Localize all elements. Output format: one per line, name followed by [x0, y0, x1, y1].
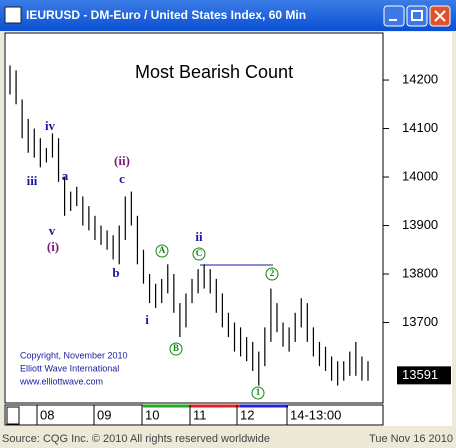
wave-label: A	[159, 245, 166, 255]
y-tick-label: 14200	[402, 71, 438, 86]
wave-label: (i)	[47, 239, 59, 254]
wave-label: a	[62, 168, 69, 183]
wave-circle	[265, 267, 279, 281]
wave-label: v	[49, 223, 56, 238]
copyright-line: Copyright, November 2010	[20, 350, 128, 360]
x-tick-label: 08	[40, 407, 54, 422]
wave-label: C	[196, 248, 203, 258]
wave-circle	[169, 342, 183, 356]
x-tick-label: 10	[145, 407, 159, 422]
window-title: IEURUSD - DM-Euro / United States Index,…	[26, 8, 306, 22]
x-tick-label: 14-13:00	[290, 407, 341, 422]
maximize-button[interactable]	[406, 5, 428, 27]
wave-label: 2	[270, 268, 275, 278]
minimize-button[interactable]	[383, 5, 405, 27]
y-tick-label: 14000	[402, 168, 438, 183]
y-tick-label: 14100	[402, 120, 438, 135]
last-price-box	[397, 366, 451, 385]
wave-label: (ii)	[114, 153, 130, 168]
source-text: Source: CQG Inc. © 2010 All rights reser…	[2, 433, 270, 445]
wave-label: b	[112, 265, 119, 280]
date-text: Tue Nov 16 2010	[369, 433, 453, 445]
y-tick-label: 13700	[402, 314, 438, 329]
y-tick-label: 13900	[402, 217, 438, 232]
wave-label: B	[173, 343, 179, 353]
wave-label: i	[145, 312, 149, 327]
wave-label: ii	[195, 229, 203, 244]
last-price-label: 13591	[402, 367, 438, 382]
wave-circle	[192, 247, 206, 261]
y-tick-label: 13800	[402, 265, 438, 280]
wave-label: c	[119, 171, 125, 186]
copyright-line: Elliott Wave International	[20, 363, 119, 373]
chart-title: Most Bearish Count	[135, 62, 293, 82]
x-tick-label: 12	[240, 407, 254, 422]
wave-label: 1	[256, 387, 261, 397]
copyright-line: www.elliottwave.com	[19, 376, 103, 386]
x-tick-label: 11	[193, 407, 207, 422]
wave-label: iv	[45, 118, 56, 133]
x-tick-label: 09	[97, 407, 111, 422]
wave-circle	[251, 386, 265, 400]
app-icon	[4, 6, 22, 24]
wave-label: iii	[27, 173, 38, 188]
plot-area	[4, 32, 384, 404]
title-bar	[0, 0, 456, 31]
wave-circle	[155, 244, 169, 258]
